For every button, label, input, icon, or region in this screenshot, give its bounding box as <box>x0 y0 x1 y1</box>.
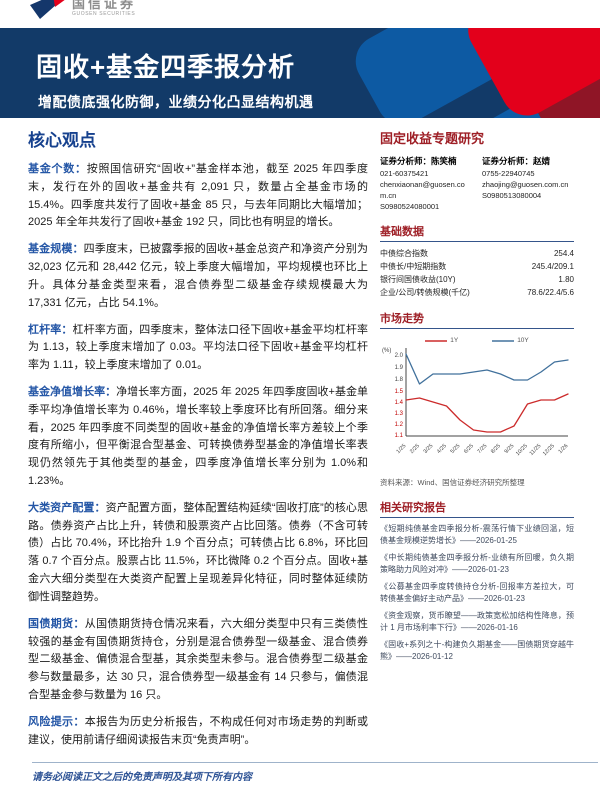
row-label: 中债综合指数 <box>380 249 428 258</box>
row-value: 78.6/22.4/5.6 <box>527 288 574 297</box>
svg-text:1.5: 1.5 <box>395 389 404 395</box>
report-banner: 固收+基金四季报分析 增配债底强化防御，业绩分化凸显结构机遇 <box>0 28 600 118</box>
guosen-logo-icon <box>30 0 65 19</box>
sidebar: 固定收益专题研究 证券分析师：陈笑楠 021-60375421 chenxiao… <box>380 128 574 668</box>
svg-text:1.8: 1.8 <box>395 377 404 383</box>
list-item: 《资金观察，货币瞭望——政策宽松加结构性降息，预计 1 月市场利率下行》——20… <box>380 611 574 632</box>
table-row: 企业/公司/转债规模(千亿) 78.6/22.4/5.6 <box>380 286 574 299</box>
report-subtitle: 增配债底强化防御，业绩分化凸显结构机遇 <box>38 94 314 110</box>
svg-text:1/26: 1/26 <box>558 443 570 455</box>
svg-text:(%): (%) <box>382 348 391 354</box>
related-reports-heading: 相关研究报告 <box>380 499 574 518</box>
legend-label: 1Y <box>450 337 459 344</box>
logo-name-cn: 国信证券 <box>72 0 137 11</box>
paragraph-fund-count: 基金个数：按照国信研究“固收+”基金样本池，截至 2025 年四季度末，发行在外… <box>28 161 368 232</box>
market-trend-chart: (%) 2.0 1.9 1.8 1.5 1.4 1.3 1.2 1.1 1/25 2/25 3/25 4… <box>382 348 570 457</box>
list-item: 《短期纯债基金四季报分析-震荡行情下业绩回温，短债基金规模逆势增长》——2026… <box>380 524 574 545</box>
svg-text:4/25: 4/25 <box>436 443 448 455</box>
paragraph-leverage: 杠杆率：杠杆率方面，四季度末，整体法口径下固收+基金平均杠杆率为 1.13，较上… <box>28 322 368 375</box>
chart-source: 资料来源：Wind、国信证券经济研究所整理 <box>380 478 525 487</box>
base-data-table: 中债综合指数 254.4 中债长/中短期指数 245.4/209.1 银行间国债收益… <box>380 247 574 299</box>
disclaimer-footer: 请务必阅读正文之后的免责声明及其项下所有内容 <box>32 762 598 783</box>
report-type-heading: 固定收益专题研究 <box>380 131 485 146</box>
paragraph-text: 按照国信研究“固收+”基金样本池，截至 2025 年四季度末，发行在外的固收+基… <box>28 163 369 229</box>
svg-text:5/25: 5/25 <box>450 443 462 455</box>
paragraph-text: 本报告为历史分析报告，不构成任何对市场走势的判断或建议，使用前请仔细阅读报告末页… <box>28 715 369 746</box>
paragraph-nav-growth: 基金净值增长率：净增长率方面，2025 年 2025 年四季度固收+基金单季平均… <box>28 384 368 491</box>
paragraph-label: 国债期货： <box>28 617 85 630</box>
legend-item: 10Y <box>492 337 529 344</box>
paragraph-text: 杠杆率方面，四季度末，整体法口径下固收+基金平均杠杆率为 1.13，较上季度末增… <box>28 323 369 372</box>
svg-text:7/25: 7/25 <box>477 443 489 455</box>
paragraph-text: 资产配置方面，整体配置结构延续“固收打底”的核心思路。债券资产占比上升，转债和股… <box>28 501 369 603</box>
table-row: 中债综合指数 254.4 <box>380 247 574 260</box>
guosen-logo: 国信证券 GUOSEN SECURITIES <box>30 0 136 21</box>
paragraph-label: 杠杆率： <box>28 323 73 336</box>
paragraph-asset-allocation: 大类资产配置：资产配置方面，整体配置结构延续“固收打底”的核心思路。债券资产占比… <box>28 500 368 607</box>
row-value: 254.4 <box>553 249 574 258</box>
table-row: 中债长/中短期指数 245.4/209.1 <box>380 260 574 273</box>
paragraph-label: 基金规模： <box>28 243 84 256</box>
list-item: 《固收+系列之十-构建负久期基金——国债期货穿越牛熊》——2026-01-12 <box>380 640 574 661</box>
svg-text:8/25: 8/25 <box>490 443 502 455</box>
svg-text:2/25: 2/25 <box>409 443 421 455</box>
paragraph-fund-scale: 基金规模：四季度末，已披露季报的固收+基金总资产和净资产分别为 32,023 亿… <box>28 241 368 312</box>
core-views-section: 核心观点 基金个数：按照国信研究“固收+”基金样本池，截至 2025 年四季度末… <box>28 126 368 758</box>
svg-text:9/25: 9/25 <box>504 443 516 455</box>
paragraph-text: 从国债期货持仓情况来看，六大细分类型中只有三类债性较强的基金有国债期货持仓，分别… <box>28 617 369 701</box>
paragraph-text: 净增长率方面，2025 年 2025 年四季度固收+基金单季平均净值增长率为 0… <box>28 385 368 487</box>
paragraph-label: 基金净值增长率： <box>28 385 117 398</box>
svg-text:1/25: 1/25 <box>396 443 408 455</box>
svg-text:1.1: 1.1 <box>395 433 404 439</box>
paragraph-risk-warning: 风险提示：本报告为历史分析报告，不构成任何对市场走势的判断或建议，使用前请仔细阅… <box>28 714 368 750</box>
svg-text:1.4: 1.4 <box>395 400 404 406</box>
table-row: 银行间国债收益(10Y) 1.80 <box>380 273 574 286</box>
market-trend-heading: 市场走势 <box>380 310 574 329</box>
legend-label: 10Y <box>517 337 529 344</box>
row-value: 1.80 <box>558 275 574 284</box>
paragraph-label: 大类资产配置： <box>28 501 106 514</box>
analyst-phone: 0755-22940745 <box>482 169 535 178</box>
analysts-block: 证券分析师：陈笑楠 021-60375421 chenxiaonan@guose… <box>380 156 574 212</box>
analyst-email: zhaojing@guosen.com.cn <box>482 180 569 189</box>
row-label: 企业/公司/转债规模(千亿) <box>380 288 470 297</box>
legend-swatch <box>425 339 448 342</box>
analyst-license: S0980513080004 <box>482 191 542 200</box>
analyst-phone: 021-60375421 <box>380 169 429 178</box>
legend-item: 1Y <box>425 337 458 344</box>
row-value: 245.4/209.1 <box>531 262 574 271</box>
svg-text:2.0: 2.0 <box>395 353 404 359</box>
svg-text:11/25: 11/25 <box>529 443 543 457</box>
report-title: 固收+基金四季报分析 <box>36 52 296 82</box>
svg-text:10/25: 10/25 <box>515 443 529 457</box>
analyst-name: 证券分析师：陈笑楠 <box>380 156 457 166</box>
svg-text:6/25: 6/25 <box>463 443 475 455</box>
analyst-card: 证券分析师：赵婧 0755-22940745 zhaojing@guosen.c… <box>482 156 574 212</box>
base-data-heading: 基础数据 <box>380 223 574 242</box>
row-label: 中债长/中短期指数 <box>380 262 447 271</box>
list-item: 《中长期纯债基金四季报分析-业绩有所回暖，负久期策略助力风险对冲》——2026-… <box>380 553 574 574</box>
svg-text:12/25: 12/25 <box>542 443 556 457</box>
legend-swatch <box>492 339 515 342</box>
analyst-card: 证券分析师：陈笑楠 021-60375421 chenxiaonan@guose… <box>380 156 472 212</box>
logo-name-en: GUOSEN SECURITIES <box>72 11 136 17</box>
core-views-heading: 核心观点 <box>28 131 96 150</box>
chart-legend: 1Y 10Y <box>380 337 574 344</box>
paragraph-treasury-futures: 国债期货：从国债期货持仓情况来看，六大细分类型中只有三类债性较强的基金有国债期货… <box>28 616 368 705</box>
svg-text:1.3: 1.3 <box>395 411 404 417</box>
row-label: 银行间国债收益(10Y) <box>380 275 456 284</box>
svg-text:1.2: 1.2 <box>395 422 404 428</box>
analyst-email: chenxiaonan@guosen.com.cn <box>380 180 465 200</box>
paragraph-label: 风险提示： <box>28 715 85 728</box>
list-item: 《公募基金四季度转债持仓分析-回报率方差拉大，可转债基金偏好主动产品》——202… <box>380 582 574 603</box>
related-reports-list: 《短期纯债基金四季报分析-震荡行情下业绩回温，短债基金规模逆势增长》——2026… <box>380 523 574 663</box>
svg-text:1.9: 1.9 <box>395 365 404 371</box>
paragraph-text: 四季度末，已披露季报的固收+基金总资产和净资产分别为 32,023 亿元和 28… <box>28 243 368 309</box>
svg-text:3/25: 3/25 <box>423 443 435 455</box>
analyst-name: 证券分析师：赵婧 <box>482 156 551 166</box>
analyst-license: S0980524080001 <box>380 202 440 211</box>
paragraph-label: 基金个数： <box>28 163 87 175</box>
